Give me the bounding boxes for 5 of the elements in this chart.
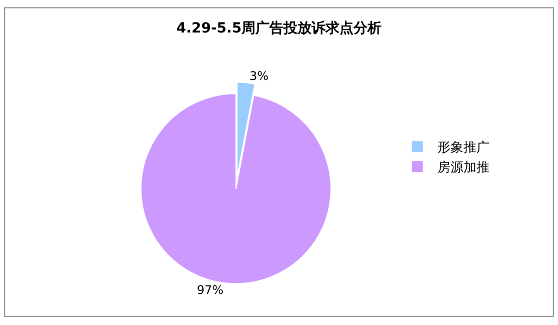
data-label: 97% [196, 283, 224, 298]
data-label: 3% [249, 68, 269, 83]
chart-title: 4.29-5.5周广告投放诉求点分析 [176, 20, 382, 37]
legend-label: 形象推广 [437, 140, 490, 156]
legend-label: 房源加推 [437, 160, 490, 176]
